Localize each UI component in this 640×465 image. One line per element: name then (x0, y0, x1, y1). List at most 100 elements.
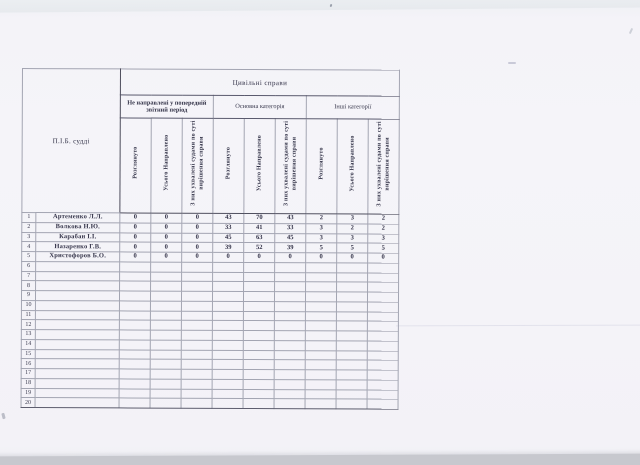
value-cell (243, 291, 275, 302)
rotated-column-header: З них ухвалені судами по суті вирішення … (274, 118, 307, 214)
judge-name-cell (35, 300, 120, 311)
value-cell (119, 339, 151, 350)
value-cell: 3 (367, 233, 399, 244)
value-cell (274, 398, 306, 409)
value-cell (119, 388, 151, 399)
value-cell (119, 300, 151, 311)
value-cell: 0 (367, 253, 399, 263)
value-cell (243, 340, 275, 351)
value-cell (336, 360, 368, 371)
value-cell (305, 389, 337, 400)
value-cell (336, 311, 368, 322)
rotated-column-header: Усього Направлено (150, 118, 183, 214)
value-cell (336, 399, 368, 410)
value-cell (367, 350, 399, 361)
value-cell (243, 262, 275, 273)
value-cell (119, 329, 151, 340)
scanner-edge-bottom (0, 453, 640, 465)
rotated-column-header: Усього Направлено (243, 118, 276, 214)
value-cell (367, 301, 399, 312)
value-cell (336, 389, 368, 400)
value-cell (119, 368, 151, 379)
value-cell (212, 281, 244, 292)
table-corner-header: П.І.Б. судді (21, 68, 121, 213)
value-cell (305, 330, 337, 341)
value-cell: 0 (181, 222, 213, 233)
value-cell (274, 350, 306, 360)
judge-name-cell: Волкова Н.Ю. (35, 222, 120, 233)
judges-cases-table: П.І.Б. судді Цивільні справи Не направле… (20, 68, 400, 410)
value-cell (336, 340, 368, 351)
judge-name-cell (35, 358, 120, 369)
value-cell (150, 300, 182, 311)
value-cell (150, 320, 182, 331)
rotated-column-header: Розглянуто (305, 118, 338, 214)
judge-name-cell (35, 339, 120, 350)
rotated-header-label: Усього Направлено (349, 135, 356, 193)
scanner-edge-top (0, 0, 640, 13)
value-cell (150, 261, 182, 272)
value-cell (367, 321, 399, 332)
judge-name-cell (35, 349, 120, 360)
value-cell: 39 (274, 242, 306, 253)
value-cell (212, 398, 244, 409)
value-cell (305, 262, 337, 273)
row-number-cell: 3 (21, 232, 36, 242)
value-cell: 0 (305, 252, 337, 263)
value-cell (119, 310, 151, 321)
value-cell (305, 272, 337, 283)
value-cell (274, 301, 306, 312)
value-cell (243, 301, 275, 312)
value-cell (274, 379, 306, 390)
value-cell: 0 (150, 242, 182, 253)
value-cell (305, 340, 337, 351)
value-cell (181, 359, 213, 370)
judge-name-cell (35, 280, 120, 291)
judge-name-cell (35, 397, 120, 408)
row-number-cell: 10 (21, 300, 36, 311)
value-cell (119, 349, 151, 360)
value-cell: 45 (274, 233, 306, 243)
row-number-cell: 9 (21, 290, 36, 301)
value-cell (367, 399, 399, 410)
value-cell: 39 (212, 242, 244, 253)
row-number-cell: 1 (21, 212, 36, 223)
row-number-cell: 17 (21, 368, 36, 379)
rotated-header-label: З них ухвалені судами по суті вирішення … (190, 120, 205, 206)
value-cell (181, 330, 213, 341)
row-number-cell: 18 (21, 378, 36, 389)
judge-name-cell (35, 319, 120, 330)
value-cell: 0 (212, 252, 244, 263)
value-cell (181, 261, 213, 272)
value-cell (243, 310, 275, 321)
value-cell: 0 (119, 212, 151, 223)
judge-name-cell: Христофоров Б.О. (35, 251, 120, 262)
rotated-column-header: З них ухвалені судами по суті вирішення … (181, 118, 214, 214)
value-cell (181, 291, 213, 302)
value-cell: 0 (243, 252, 275, 263)
rotated-column-header: Розглянуто (212, 118, 245, 214)
value-cell: 3 (305, 233, 337, 244)
value-cell (119, 378, 151, 389)
value-cell (181, 349, 213, 360)
value-cell (336, 369, 368, 380)
value-cell (336, 272, 368, 283)
value-cell (181, 369, 213, 380)
column-group-header: Основна категорія (213, 95, 307, 119)
value-cell (119, 320, 151, 331)
value-cell (274, 311, 306, 321)
value-cell (181, 300, 213, 311)
value-cell: 0 (119, 251, 151, 262)
value-cell (336, 350, 368, 361)
value-cell (150, 291, 182, 301)
value-cell (367, 262, 399, 273)
value-cell (150, 388, 182, 399)
dust-speck (506, 58, 518, 66)
rotated-header-label: З них ухвалені судами по суті вирішення … (283, 121, 298, 207)
value-cell: 0 (336, 252, 368, 263)
value-cell (274, 291, 306, 302)
table-main-header: Цивільні справи (120, 68, 400, 97)
value-cell (150, 349, 182, 360)
value-cell: 0 (150, 252, 182, 262)
